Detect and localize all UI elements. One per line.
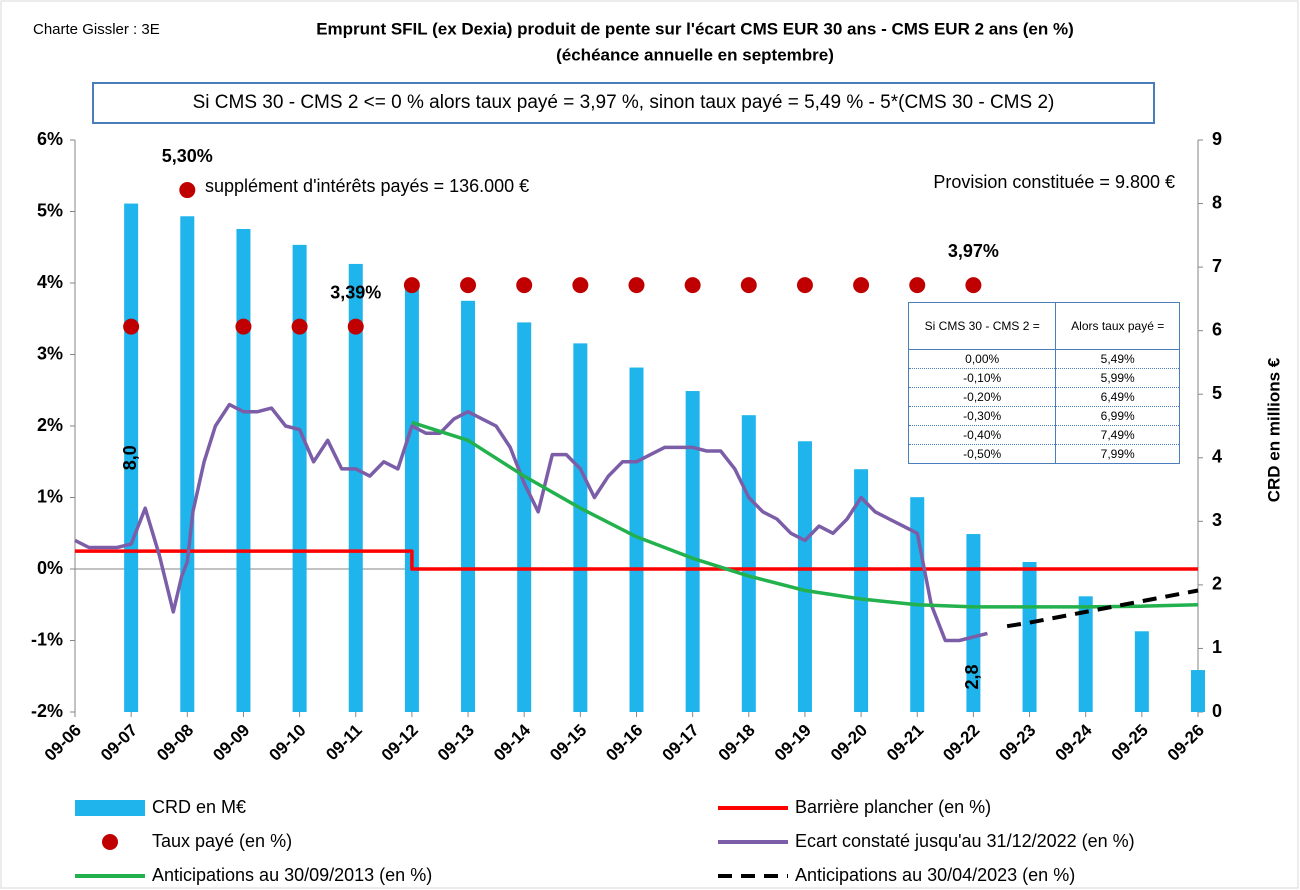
y2-tick-label: 2: [1212, 574, 1222, 594]
dot: [179, 182, 196, 199]
annotation: supplément d'intérêts payés = 136.000 €: [205, 176, 529, 196]
line: [411, 420, 1199, 609]
dot: [460, 277, 477, 294]
bar: [629, 367, 644, 712]
table-cell: 5,99%: [1055, 368, 1180, 388]
y2-tick-label: 5: [1212, 383, 1222, 403]
bar-value-label: 2,8: [962, 664, 982, 689]
table-cell: 7,49%: [1055, 425, 1180, 445]
dot: [740, 277, 757, 294]
y-tick-label: 1%: [37, 486, 63, 506]
legend-label: Barrière plancher (en %): [795, 797, 991, 817]
bar: [573, 343, 588, 712]
dot: [235, 318, 252, 335]
y-tick-label: 2%: [37, 415, 63, 435]
chart-title-line2: (échéance annuelle en septembre): [556, 45, 834, 64]
bar: [1134, 631, 1149, 712]
table-cell: 7,99%: [1055, 444, 1180, 464]
y2-tick-label: 4: [1212, 447, 1222, 467]
chart-title: Emprunt SFIL (ex Dexia) produit de pente…: [316, 19, 1074, 38]
y2-tick-label: 0: [1212, 701, 1222, 721]
chart-subtitle: Charte Gissler : 3E: [33, 21, 160, 38]
line: [1006, 588, 1199, 629]
bar: [1191, 670, 1205, 712]
bar: [292, 244, 307, 712]
dot: [628, 277, 645, 294]
table-cell: 5,49%: [1055, 349, 1180, 369]
inset-table: Si CMS 30 - CMS 2 = Alors taux payé = 0,0…: [907, 302, 1180, 464]
table-cell: -0,10%: [907, 368, 1056, 388]
bar: [1078, 596, 1093, 712]
dot-value-label: 5,30%: [162, 146, 213, 166]
bar: [461, 300, 476, 712]
y-tick-label: -2%: [31, 701, 63, 721]
dot-value-label: 3,39%: [330, 282, 381, 302]
table-cell: -0,40%: [907, 425, 1056, 445]
dot: [347, 318, 364, 335]
bar: [797, 441, 812, 712]
dot: [853, 277, 870, 294]
bar: [1022, 562, 1037, 712]
table-header: Alors taux payé =: [1055, 302, 1180, 350]
table-row: -0,50% 7,99%: [907, 444, 1180, 464]
bar: [236, 228, 251, 712]
table-row: 0,00% 5,49%: [907, 349, 1180, 369]
table-row: -0,30% 6,99%: [907, 406, 1180, 426]
y-tick-label: 0%: [37, 558, 63, 578]
dot: [291, 318, 308, 335]
table-cell: -0,30%: [907, 406, 1056, 426]
table-row: -0,40% 7,49%: [907, 425, 1180, 445]
bar: [517, 322, 532, 712]
table-row: -0,10% 5,99%: [907, 368, 1180, 388]
y-tick-label: 5%: [37, 200, 63, 220]
bar: [741, 415, 756, 712]
y2-tick-label: 6: [1212, 319, 1222, 339]
table-cell: 6,49%: [1055, 387, 1180, 407]
bar: [180, 216, 195, 712]
legend-label: CRD en M€: [152, 797, 246, 817]
legend-swatch: [102, 834, 118, 850]
bar: [348, 263, 363, 712]
y2-tick-label: 9: [1212, 129, 1222, 149]
dot: [796, 277, 813, 294]
y-tick-label: 4%: [37, 272, 63, 292]
legend-label: Taux payé (en %): [152, 831, 292, 851]
y-tick-label: 3%: [37, 343, 63, 363]
legend-label: Ecart constaté jusqu'au 31/12/2022 (en %…: [795, 831, 1135, 851]
y2-tick-label: 8: [1212, 192, 1222, 212]
bar: [685, 391, 700, 712]
table-cell: 0,00%: [907, 349, 1056, 369]
table-cell: -0,20%: [907, 387, 1056, 407]
y2-tick-label: 7: [1212, 256, 1222, 276]
bar: [404, 283, 419, 712]
legend-label: Anticipations au 30/04/2023 (en %): [795, 865, 1075, 885]
bar: [854, 469, 869, 712]
bar-value-label: 8,0: [120, 445, 140, 470]
legend-label: Anticipations au 30/09/2013 (en %): [152, 865, 432, 885]
line: [74, 402, 988, 643]
table-row: -0,20% 6,49%: [907, 387, 1180, 407]
y-tick-label: 6%: [37, 129, 63, 149]
y2-tick-label: 3: [1212, 510, 1222, 530]
dot: [572, 277, 589, 294]
annotation: Provision constituée = 9.800 €: [933, 172, 1175, 192]
dot: [403, 277, 420, 294]
formula-box: Si CMS 30 - CMS 2 <= 0 % alors taux payé…: [92, 82, 1155, 124]
table-cell: -0,50%: [907, 444, 1056, 464]
dot: [516, 277, 533, 294]
y-tick-label: -1%: [31, 629, 63, 649]
dot: [965, 277, 982, 294]
bar: [966, 534, 981, 712]
line: [75, 549, 1198, 571]
y2-tick-label: 1: [1212, 637, 1222, 657]
table-cell: 6,99%: [1055, 406, 1180, 426]
table-header: Si CMS 30 - CMS 2 =: [907, 302, 1056, 350]
dot: [123, 318, 140, 335]
y2-axis-label: CRD en millions €: [1264, 357, 1283, 502]
dot: [909, 277, 926, 294]
dot-value-label: 3,97%: [948, 241, 999, 261]
dot: [684, 277, 701, 294]
